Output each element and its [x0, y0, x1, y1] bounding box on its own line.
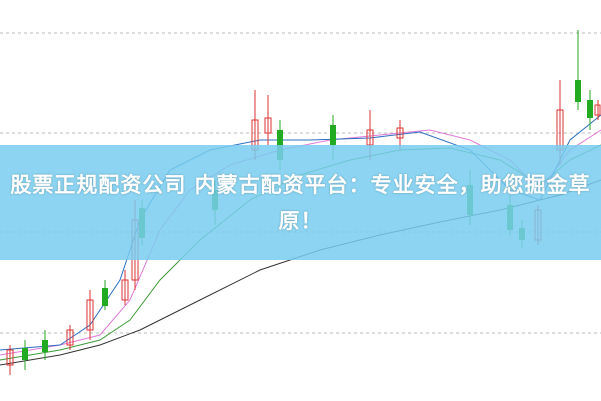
banner: 股票正规配资公司 内蒙古配资平台：专业安全，助您掘金草原！ [0, 145, 601, 260]
banner-title: 股票正规配资公司 内蒙古配资平台：专业安全，助您掘金草原！ [10, 172, 591, 233]
